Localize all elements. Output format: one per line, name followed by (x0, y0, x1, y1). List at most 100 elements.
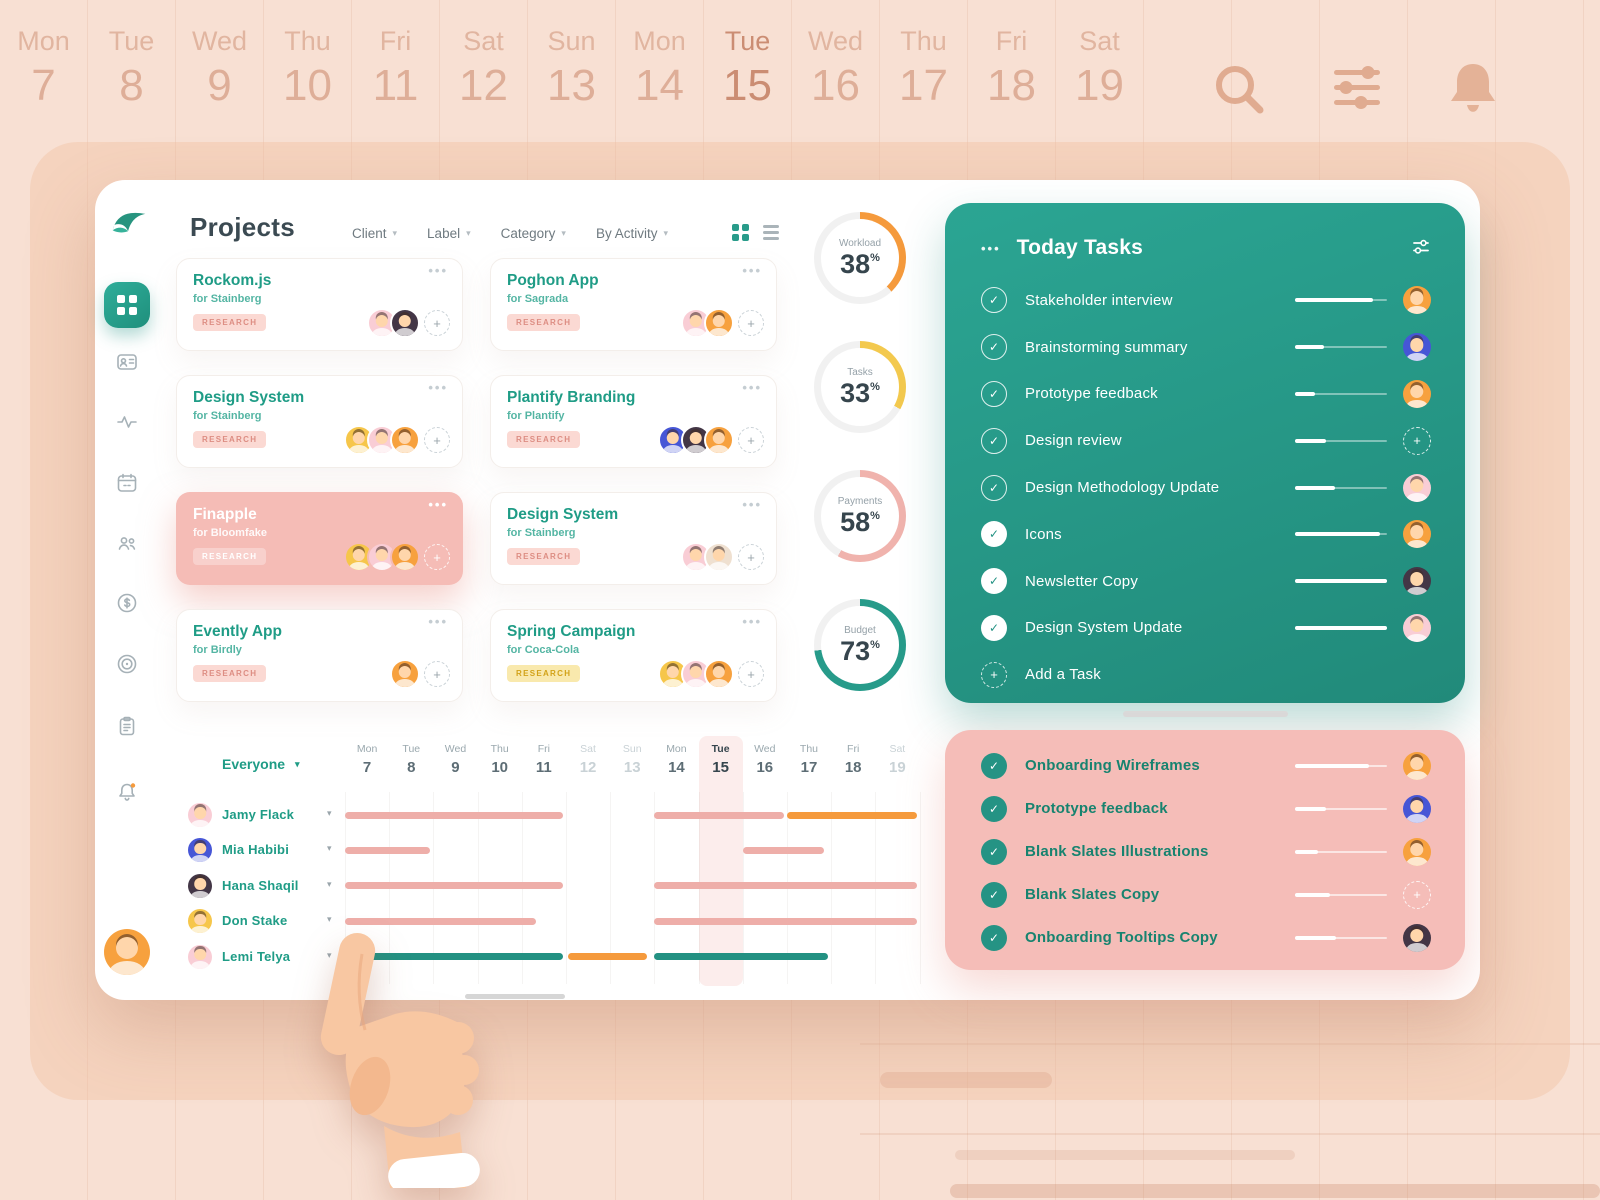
gantt-bar[interactable] (742, 846, 824, 854)
project-card[interactable]: ••• Spring Campaign for Coca-Cola RESEARCH + (490, 609, 777, 702)
sidebar-item-activity[interactable] (115, 410, 139, 434)
task-row[interactable]: ✓ Design Methodology Update (945, 464, 1465, 511)
sidebar-item-team[interactable] (115, 531, 139, 555)
bell-icon[interactable] (1444, 58, 1502, 120)
gantt-bar[interactable] (568, 953, 647, 961)
sidebar-item-billing[interactable] (115, 591, 139, 615)
chevron-down-icon[interactable]: ▾ (327, 949, 332, 960)
sidebar-item-reports[interactable] (115, 714, 139, 738)
task-row[interactable]: ✓ Onboarding Tooltips Copy (945, 916, 1465, 959)
card-menu-icon[interactable]: ••• (428, 497, 448, 512)
task-row[interactable]: ✓ Onboarding Wireframes (945, 744, 1465, 787)
project-card[interactable]: ••• Finapple for Bloomfake RESEARCH + (176, 492, 463, 585)
list-view-toggle[interactable] (763, 225, 779, 240)
filter-client[interactable]: Client ▾ (352, 226, 397, 241)
task-check-icon[interactable]: ✓ (981, 881, 1007, 908)
add-member-button[interactable]: + (424, 544, 450, 570)
task-check-icon[interactable]: ✓ (981, 795, 1007, 822)
task-check-icon[interactable]: ✓ (981, 474, 1007, 501)
add-member-button[interactable]: + (424, 310, 450, 336)
task-check-icon[interactable]: ✓ (981, 334, 1007, 361)
add-member-button[interactable]: + (1403, 880, 1431, 909)
task-check-icon[interactable]: ✓ (981, 521, 1007, 548)
gantt-bar[interactable] (345, 811, 563, 819)
bg-day-name: Wed (807, 26, 864, 56)
gantt-bar[interactable] (654, 811, 784, 819)
task-check-icon[interactable]: ✓ (981, 614, 1007, 641)
add-member-button[interactable]: + (424, 661, 450, 687)
chevron-down-icon[interactable]: ▾ (327, 843, 332, 854)
gantt-bar[interactable] (654, 917, 917, 925)
filter-category[interactable]: Category ▾ (501, 226, 566, 241)
card-menu-icon[interactable]: ••• (742, 497, 762, 512)
search-icon[interactable] (1208, 58, 1270, 120)
task-row[interactable]: ✓ Prototype feedback (945, 371, 1465, 418)
gantt-bar[interactable] (654, 882, 917, 890)
task-row[interactable]: ✓ Newsletter Copy (945, 558, 1465, 605)
filter-sliders-icon[interactable] (1328, 58, 1386, 120)
chevron-down-icon[interactable]: ▾ (327, 914, 332, 925)
filter-by-activity[interactable]: By Activity ▾ (596, 226, 668, 241)
sidebar-item-notifications[interactable] (115, 779, 139, 803)
gantt-bar[interactable] (345, 917, 537, 925)
card-menu-icon[interactable]: ••• (428, 380, 448, 395)
task-row[interactable]: ✓ Design review + (945, 417, 1465, 464)
card-menu-icon[interactable]: ••• (742, 614, 762, 629)
card-menu-icon[interactable]: ••• (742, 263, 762, 278)
sidebar-item-projects[interactable] (104, 282, 150, 328)
panel-menu-icon[interactable]: ••• (981, 240, 1001, 256)
gantt-row: Mia Habibi ▾ (95, 832, 925, 867)
filter-label[interactable]: Label ▾ (427, 226, 471, 241)
panel-scrollbar[interactable] (1123, 711, 1288, 717)
chevron-down-icon[interactable]: ▾ (327, 808, 332, 818)
add-member-button[interactable]: + (738, 427, 764, 453)
add-task-row[interactable]: + Add a Task (945, 651, 1465, 698)
member-name: Mia Habibi (222, 842, 290, 858)
task-row[interactable]: ✓ Brainstorming summary (945, 324, 1465, 371)
add-member-button[interactable]: + (738, 310, 764, 336)
user-avatar[interactable] (104, 929, 150, 975)
task-check-icon[interactable]: ✓ (981, 427, 1007, 454)
project-card[interactable]: ••• Evently App for Birdly RESEARCH + (176, 609, 463, 702)
gantt-bar[interactable] (349, 953, 563, 961)
everyone-dropdown[interactable]: Everyone ▾ (222, 756, 300, 772)
task-row[interactable]: ✓ Icons (945, 511, 1465, 558)
add-member-button[interactable]: + (738, 544, 764, 570)
task-progress-fill (1295, 806, 1327, 811)
task-check-icon[interactable]: ✓ (981, 380, 1007, 407)
add-task-icon[interactable]: + (981, 661, 1007, 688)
task-row[interactable]: ✓ Blank Slates Illustrations (945, 830, 1465, 873)
task-row[interactable]: ✓ Blank Slates Copy + (945, 873, 1465, 916)
task-check-icon[interactable]: ✓ (981, 924, 1007, 951)
gantt-bar[interactable] (654, 953, 829, 961)
gantt-scrollbar[interactable] (465, 994, 565, 999)
gantt-bar[interactable] (345, 882, 563, 890)
gantt-bar[interactable] (787, 811, 917, 819)
task-check-icon[interactable]: ✓ (981, 752, 1007, 779)
grid-view-toggle[interactable] (732, 224, 749, 241)
card-menu-icon[interactable]: ••• (428, 263, 448, 278)
card-menu-icon[interactable]: ••• (428, 614, 448, 629)
project-card[interactable]: ••• Design System for Stainberg RESEARCH + (176, 375, 463, 468)
task-row[interactable]: ✓ Prototype feedback (945, 787, 1465, 830)
chevron-down-icon[interactable]: ▾ (327, 878, 332, 889)
task-check-icon[interactable]: ✓ (981, 568, 1007, 595)
task-progress-fill (1295, 345, 1325, 350)
add-member-button[interactable]: + (738, 661, 764, 687)
task-row[interactable]: ✓ Design System Update (945, 605, 1465, 652)
project-card[interactable]: ••• Plantify Branding for Plantify RESEARCH… (490, 375, 777, 468)
tasks-filter-icon[interactable] (1411, 237, 1431, 260)
sidebar-item-calendar[interactable] (115, 471, 139, 495)
sidebar-item-contacts[interactable] (115, 350, 139, 374)
gantt-bar[interactable] (345, 846, 431, 854)
task-check-icon[interactable]: ✓ (981, 838, 1007, 865)
project-card[interactable]: ••• Design System for Stainberg RESEARCH + (490, 492, 777, 585)
add-member-button[interactable]: + (424, 427, 450, 453)
project-card[interactable]: ••• Rockom.js for Stainberg RESEARCH + (176, 258, 463, 351)
project-card[interactable]: ••• Poghon App for Sagrada RESEARCH + (490, 258, 777, 351)
card-menu-icon[interactable]: ••• (742, 380, 762, 395)
add-member-button[interactable]: + (1403, 426, 1431, 455)
task-row[interactable]: ✓ Stakeholder interview (945, 277, 1465, 324)
task-check-icon[interactable]: ✓ (981, 287, 1007, 314)
sidebar-item-goals[interactable] (115, 652, 139, 676)
